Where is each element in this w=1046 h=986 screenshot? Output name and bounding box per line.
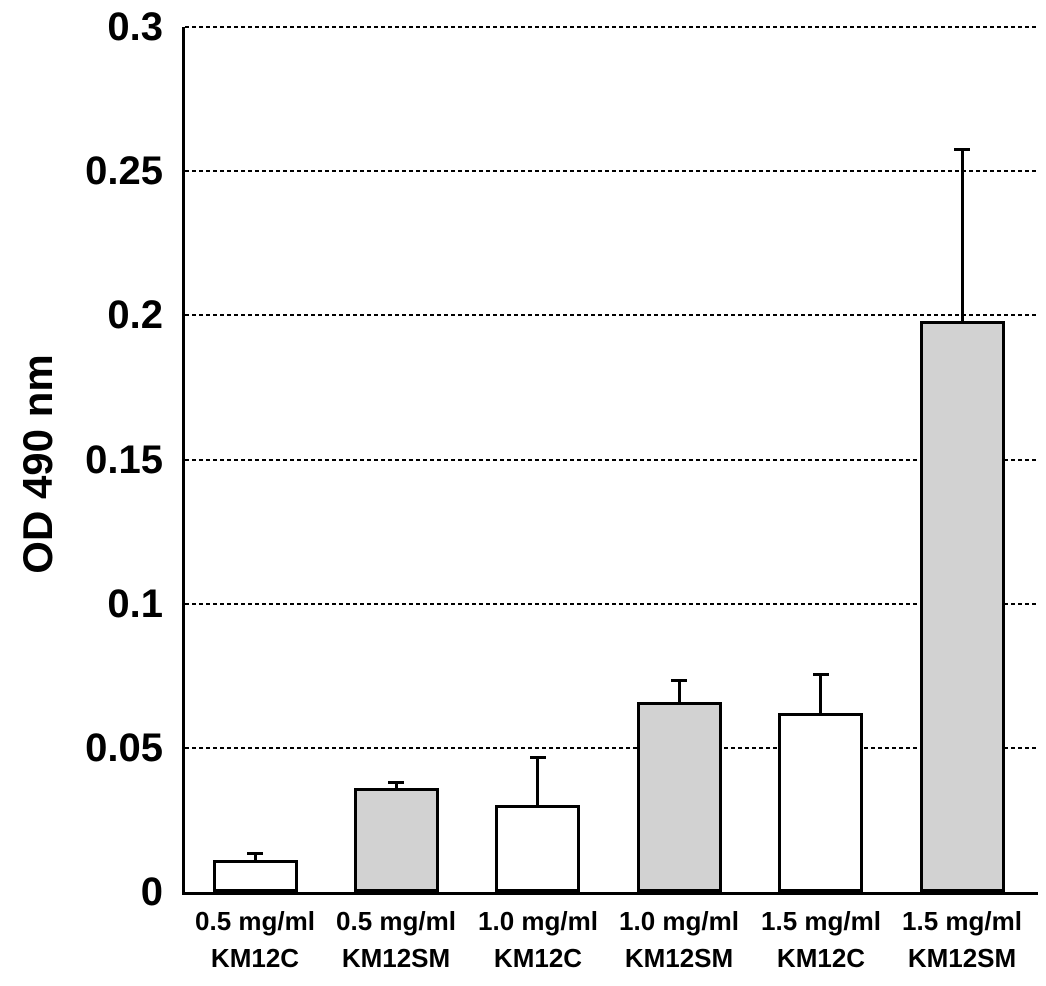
gridline bbox=[185, 170, 1038, 173]
x-tick-label-cellline: KM12SM bbox=[624, 943, 734, 973]
x-tick-label-dose: 0.5 mg/ml bbox=[336, 906, 456, 936]
error-bar bbox=[395, 781, 398, 790]
x-tick-label: 1.0 mg/ml KM12SM bbox=[599, 903, 759, 977]
gridline bbox=[185, 746, 1038, 749]
x-tick-label: 0.5 mg/ml KM12SM bbox=[316, 903, 476, 977]
x-tick-label-dose: 1.5 mg/ml bbox=[761, 906, 881, 936]
error-bar-cap bbox=[530, 756, 546, 759]
error-bar-cap bbox=[388, 781, 404, 784]
gridline bbox=[185, 26, 1038, 28]
x-tick-label-dose: 1.0 mg/ml bbox=[619, 906, 739, 936]
error-bar-cap bbox=[954, 148, 970, 151]
error-bar bbox=[536, 756, 539, 807]
x-tick-label-dose: 1.5 mg/ml bbox=[902, 906, 1022, 936]
error-bar bbox=[819, 673, 822, 715]
x-axis-line bbox=[182, 892, 1038, 895]
y-tick-label: 0.2 bbox=[107, 293, 163, 338]
error-bar bbox=[678, 679, 681, 704]
x-tick-label-cellline: KM12SM bbox=[907, 943, 1017, 973]
x-tick-label-cellline: KM12C bbox=[210, 943, 300, 973]
y-tick-label: 0.05 bbox=[85, 725, 163, 770]
gridline bbox=[185, 602, 1038, 605]
x-tick-label: 1.5 mg/ml KM12SM bbox=[882, 903, 1042, 977]
error-bar-cap bbox=[247, 852, 263, 855]
bar-0.5-km12sm bbox=[354, 788, 439, 892]
bar-1.5-km12sm bbox=[920, 321, 1005, 892]
x-tick-label-dose: 1.0 mg/ml bbox=[478, 906, 598, 936]
y-tick-label: 0.25 bbox=[85, 149, 163, 194]
x-tick-label: 0.5 mg/ml KM12C bbox=[175, 903, 335, 977]
bar-1.5-km12c bbox=[778, 713, 863, 892]
x-tick-label: 1.0 mg/ml KM12C bbox=[458, 903, 618, 977]
error-bar bbox=[254, 852, 257, 862]
x-tick-label-cellline: KM12C bbox=[493, 943, 583, 973]
error-bar-cap bbox=[813, 673, 829, 676]
y-tick-label: 0.1 bbox=[107, 581, 163, 626]
x-tick-label-dose: 0.5 mg/ml bbox=[195, 906, 315, 936]
error-bar bbox=[961, 148, 964, 323]
y-tick-label: 0 bbox=[140, 870, 163, 914]
gridline bbox=[185, 314, 1038, 317]
x-tick-label-cellline: KM12SM bbox=[341, 943, 451, 973]
gridline bbox=[185, 458, 1038, 461]
y-tick-label: 0.3 bbox=[107, 5, 163, 49]
error-bar-cap bbox=[671, 679, 687, 682]
y-axis-title: OD 490 nm bbox=[14, 354, 61, 574]
bar-1.0-km12c bbox=[495, 805, 580, 892]
bar-0.5-km12c bbox=[213, 860, 298, 892]
x-tick-label-cellline: KM12C bbox=[776, 943, 866, 973]
x-tick-label: 1.5 mg/ml KM12C bbox=[741, 903, 901, 977]
y-tick-label: 0.15 bbox=[85, 437, 163, 482]
y-axis-line bbox=[182, 27, 185, 895]
bar-1.0-km12sm bbox=[637, 702, 722, 892]
